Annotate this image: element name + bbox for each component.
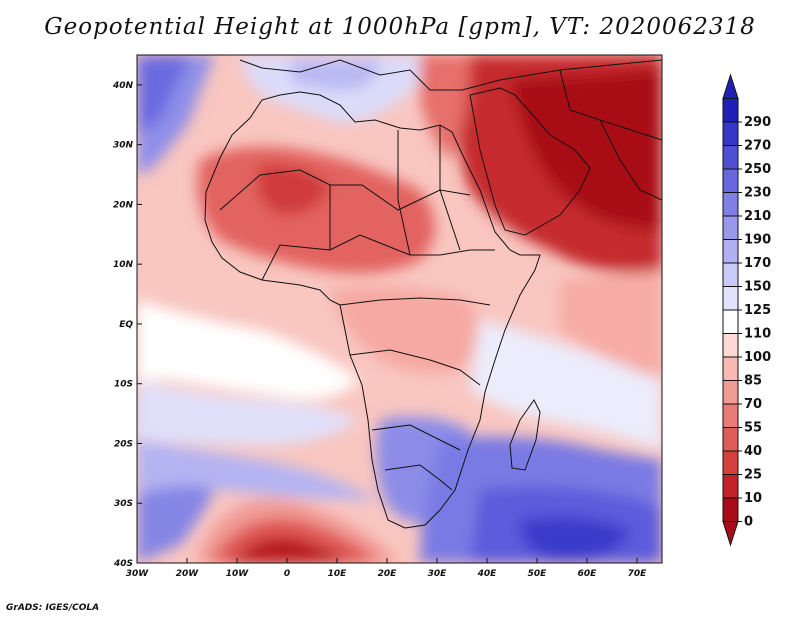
colorbar-label: 0 <box>744 515 753 530</box>
axes: 30W 20W 10W 0 10E 20E 30E 40E 50E 60E 70E 40S 30S 20S… <box>112 81 647 579</box>
colorbar-label: 210 <box>744 209 771 224</box>
colorbar-swatch <box>722 168 739 193</box>
colorbar-swatch <box>722 403 739 428</box>
colorbar-label: 40 <box>744 444 762 459</box>
lat-tick-label: 30N <box>113 141 134 151</box>
lat-tick-label: 40S <box>113 559 133 569</box>
colorbar-swatch <box>722 98 739 123</box>
plot-frame <box>136 54 663 564</box>
lat-tick-label: 40N <box>112 81 134 91</box>
colorbar-label: 125 <box>744 303 771 318</box>
colorbar-label: 230 <box>744 186 771 201</box>
lat-tick-label: 20S <box>114 439 133 449</box>
colorbar-extend-top <box>722 73 739 99</box>
colorbar-label: 10 <box>744 491 762 506</box>
colorbar: 0 10 25 40 55 70 85 100 110 125 150 170 190 210 230 250… <box>722 73 771 547</box>
colorbar-label: 70 <box>744 397 762 412</box>
lon-tick-label: 20W <box>176 569 200 579</box>
map-title: Geopotential Height at 1000hPa [gpm], VT… <box>44 14 756 40</box>
colorbar-swatch <box>722 427 739 452</box>
lat-tick-label: 10N <box>113 260 134 270</box>
colorbar-label: 290 <box>744 115 771 130</box>
lon-tick-label: 60E <box>578 569 598 579</box>
colorbar-swatch <box>722 309 739 334</box>
colorbar-label: 170 <box>744 256 771 271</box>
colorbar-swatch <box>722 356 739 381</box>
colorbar-label: 250 <box>744 162 771 177</box>
lon-tick-label: 30E <box>428 569 448 579</box>
colorbar-label: 55 <box>744 421 762 436</box>
colorbar-swatch <box>722 121 739 146</box>
colorbar-label: 190 <box>744 233 771 248</box>
colorbar-swatch <box>722 474 739 499</box>
lat-tick-label: 10S <box>114 380 133 390</box>
height-field <box>137 55 662 563</box>
colorbar-swatch <box>722 262 739 287</box>
lon-tick-label: 50E <box>528 569 548 579</box>
colorbar-swatch <box>722 215 739 240</box>
lon-tick-label: 20E <box>378 569 398 579</box>
colorbar-swatch <box>722 239 739 264</box>
credit-footer: GrADS: IGES/COLA <box>6 603 100 613</box>
colorbar-swatch <box>722 450 739 475</box>
lat-tick-label: EQ <box>119 320 133 330</box>
colorbar-swatch <box>722 497 739 522</box>
colorbar-swatch <box>722 333 739 358</box>
colorbar-label: 25 <box>744 468 762 483</box>
lat-tick-label: 30S <box>114 499 133 509</box>
lon-tick-label: 10E <box>328 569 348 579</box>
lon-tick-label: 70E <box>628 569 648 579</box>
colorbar-label: 110 <box>744 327 771 342</box>
colorbar-extend-bottom <box>722 521 739 547</box>
coastlines <box>204 59 662 529</box>
lon-tick-label: 0 <box>284 569 290 579</box>
colorbar-label: 150 <box>744 280 771 295</box>
colorbar-swatch <box>722 380 739 405</box>
colorbar-swatch <box>722 286 739 311</box>
colorbar-swatch <box>722 145 739 170</box>
lon-tick-label: 30W <box>126 569 150 579</box>
colorbar-label: 270 <box>744 139 771 154</box>
lat-tick-label: 20N <box>113 200 134 210</box>
colorbar-swatch <box>722 192 739 217</box>
colorbar-label: 85 <box>744 374 762 389</box>
lon-tick-label: 40E <box>477 569 498 579</box>
lon-tick-label: 10W <box>226 569 250 579</box>
colorbar-label: 100 <box>744 350 771 365</box>
